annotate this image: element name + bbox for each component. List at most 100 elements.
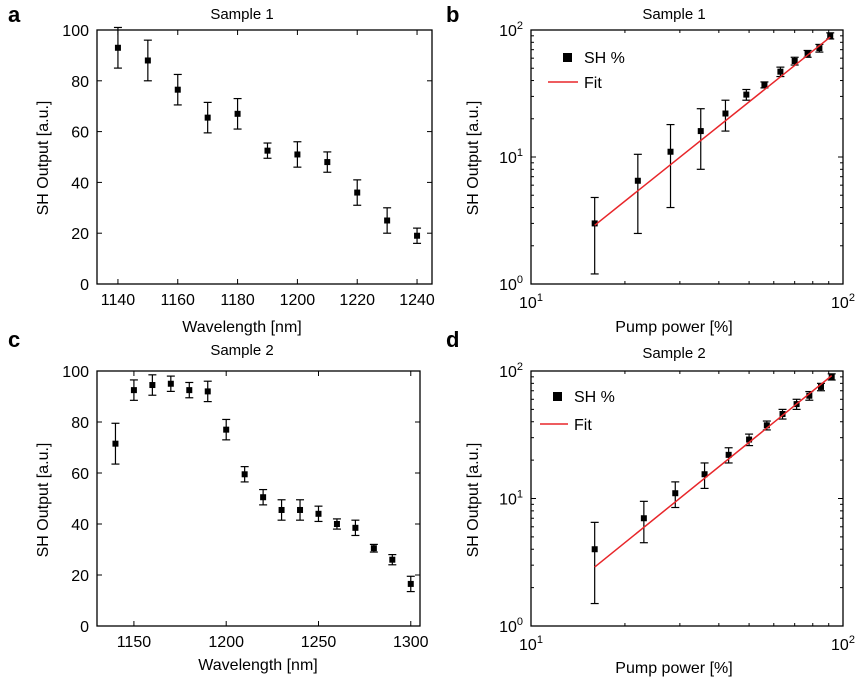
legend-label-sh-d: SH % <box>574 389 615 406</box>
x-tick-label: 102 <box>831 292 855 312</box>
data-point <box>144 57 151 64</box>
data-point <box>294 151 301 158</box>
y-tick-label: 40 <box>71 517 89 534</box>
x-tick-label: 1150 <box>117 634 152 651</box>
y-axis-label-a: SH Output [a.u.] <box>35 101 52 216</box>
data-point <box>640 515 647 522</box>
y-axis-label-b: SH Output [a.u.] <box>465 101 482 216</box>
y-tick-label: 102 <box>499 20 523 40</box>
data-point <box>264 147 271 154</box>
y-tick-label: 80 <box>71 415 89 432</box>
data-point <box>204 114 211 121</box>
y-tick-label: 20 <box>71 568 89 585</box>
legend-b: SH % Fit <box>548 50 625 92</box>
data-point <box>761 81 768 88</box>
legend-label-sh-b: SH % <box>584 50 625 67</box>
y-tick-label: 101 <box>499 489 523 509</box>
data-point <box>352 524 359 531</box>
y-tick-label: 100 <box>499 274 523 294</box>
chart-title-c: Sample 2 <box>210 342 273 359</box>
x-tick-label: 1200 <box>280 292 316 309</box>
data-point <box>407 580 414 587</box>
data-point <box>278 506 285 513</box>
data-point <box>816 45 823 52</box>
data-point <box>791 58 798 65</box>
data-point <box>260 494 267 501</box>
panel-letter-b: b <box>446 2 459 27</box>
x-axis-label-c: Wavelength [nm] <box>198 657 317 674</box>
chart-title-b: Sample 1 <box>642 6 705 23</box>
data-point <box>130 387 137 394</box>
data-point <box>701 471 708 478</box>
y-tick-label: 60 <box>71 125 89 142</box>
panel-letter-d: d <box>446 327 459 352</box>
x-tick-label: 1220 <box>339 292 375 309</box>
data-point <box>804 50 811 57</box>
data-point <box>234 110 241 117</box>
data-point <box>828 373 835 380</box>
x-tick-label: 1140 <box>101 292 136 309</box>
data-point <box>806 392 813 399</box>
panel-letter-c: c <box>8 327 20 352</box>
axes-frame <box>96 29 433 285</box>
x-tick-label: 1160 <box>161 292 196 309</box>
data-point <box>697 128 704 135</box>
y-tick-label: 101 <box>499 147 523 167</box>
data-point <box>223 426 230 433</box>
legend-label-fit-b: Fit <box>584 75 602 92</box>
data-point <box>672 490 679 497</box>
y-tick-label: 60 <box>71 466 89 483</box>
x-axis-label-a: Wavelength [nm] <box>182 319 301 336</box>
x-tick-label: 1300 <box>393 634 429 651</box>
fit-line <box>594 375 833 568</box>
data-point <box>112 440 119 447</box>
data-point <box>315 510 322 517</box>
x-tick-label: 101 <box>519 292 543 312</box>
y-axis-label-c: SH Output [a.u.] <box>35 443 52 558</box>
y-axis-label-d: SH Output [a.u.] <box>465 443 482 558</box>
data-point <box>241 471 248 478</box>
panel-a: a Sample 1 1140 1160 1180 1200 1220 1240 0 20 40… <box>8 2 435 336</box>
y-tick-label: 100 <box>62 23 89 40</box>
data-point <box>827 32 834 39</box>
data-point <box>634 177 641 184</box>
panel-c: c Sample 2 1150 1200 1250 1300020406080100 … <box>8 327 429 674</box>
data-point <box>174 86 181 93</box>
data-point <box>384 217 391 224</box>
x-tick-label: 1240 <box>399 292 435 309</box>
plot-area-a: 1140 1160 1180 1200 1220 1240 0 20 40 60 80 100 <box>62 23 435 309</box>
data-point <box>370 545 377 552</box>
data-point <box>779 410 786 417</box>
y-tick-label: 102 <box>499 361 523 381</box>
data-point <box>591 220 598 227</box>
data-point <box>333 521 340 527</box>
x-axis-label-d: Pump power [%] <box>615 660 732 677</box>
data-point <box>725 451 732 458</box>
data-point <box>667 148 674 155</box>
data-point <box>763 422 770 429</box>
data-point <box>722 110 729 117</box>
y-tick-label: 20 <box>71 226 89 243</box>
legend-label-fit-d: Fit <box>574 417 592 434</box>
data-point <box>743 91 750 98</box>
data-point <box>297 506 304 513</box>
legend-marker-sh-b <box>563 53 572 62</box>
data-point <box>817 383 824 390</box>
chart-title-d: Sample 2 <box>642 345 705 362</box>
data-point <box>167 380 174 387</box>
legend-d: SH % Fit <box>540 389 615 434</box>
data-point <box>149 382 156 389</box>
x-tick-label: 1250 <box>301 634 337 651</box>
data-point <box>204 388 211 395</box>
data-point <box>389 556 396 563</box>
x-axis-label-b: Pump power [%] <box>615 319 732 336</box>
y-tick-label: 40 <box>71 175 89 192</box>
fit-line <box>594 36 831 226</box>
x-tick-label: 102 <box>831 634 855 654</box>
plot-area-c: 1150 1200 1250 1300 0 20 40 60 80 100 <box>62 364 428 651</box>
